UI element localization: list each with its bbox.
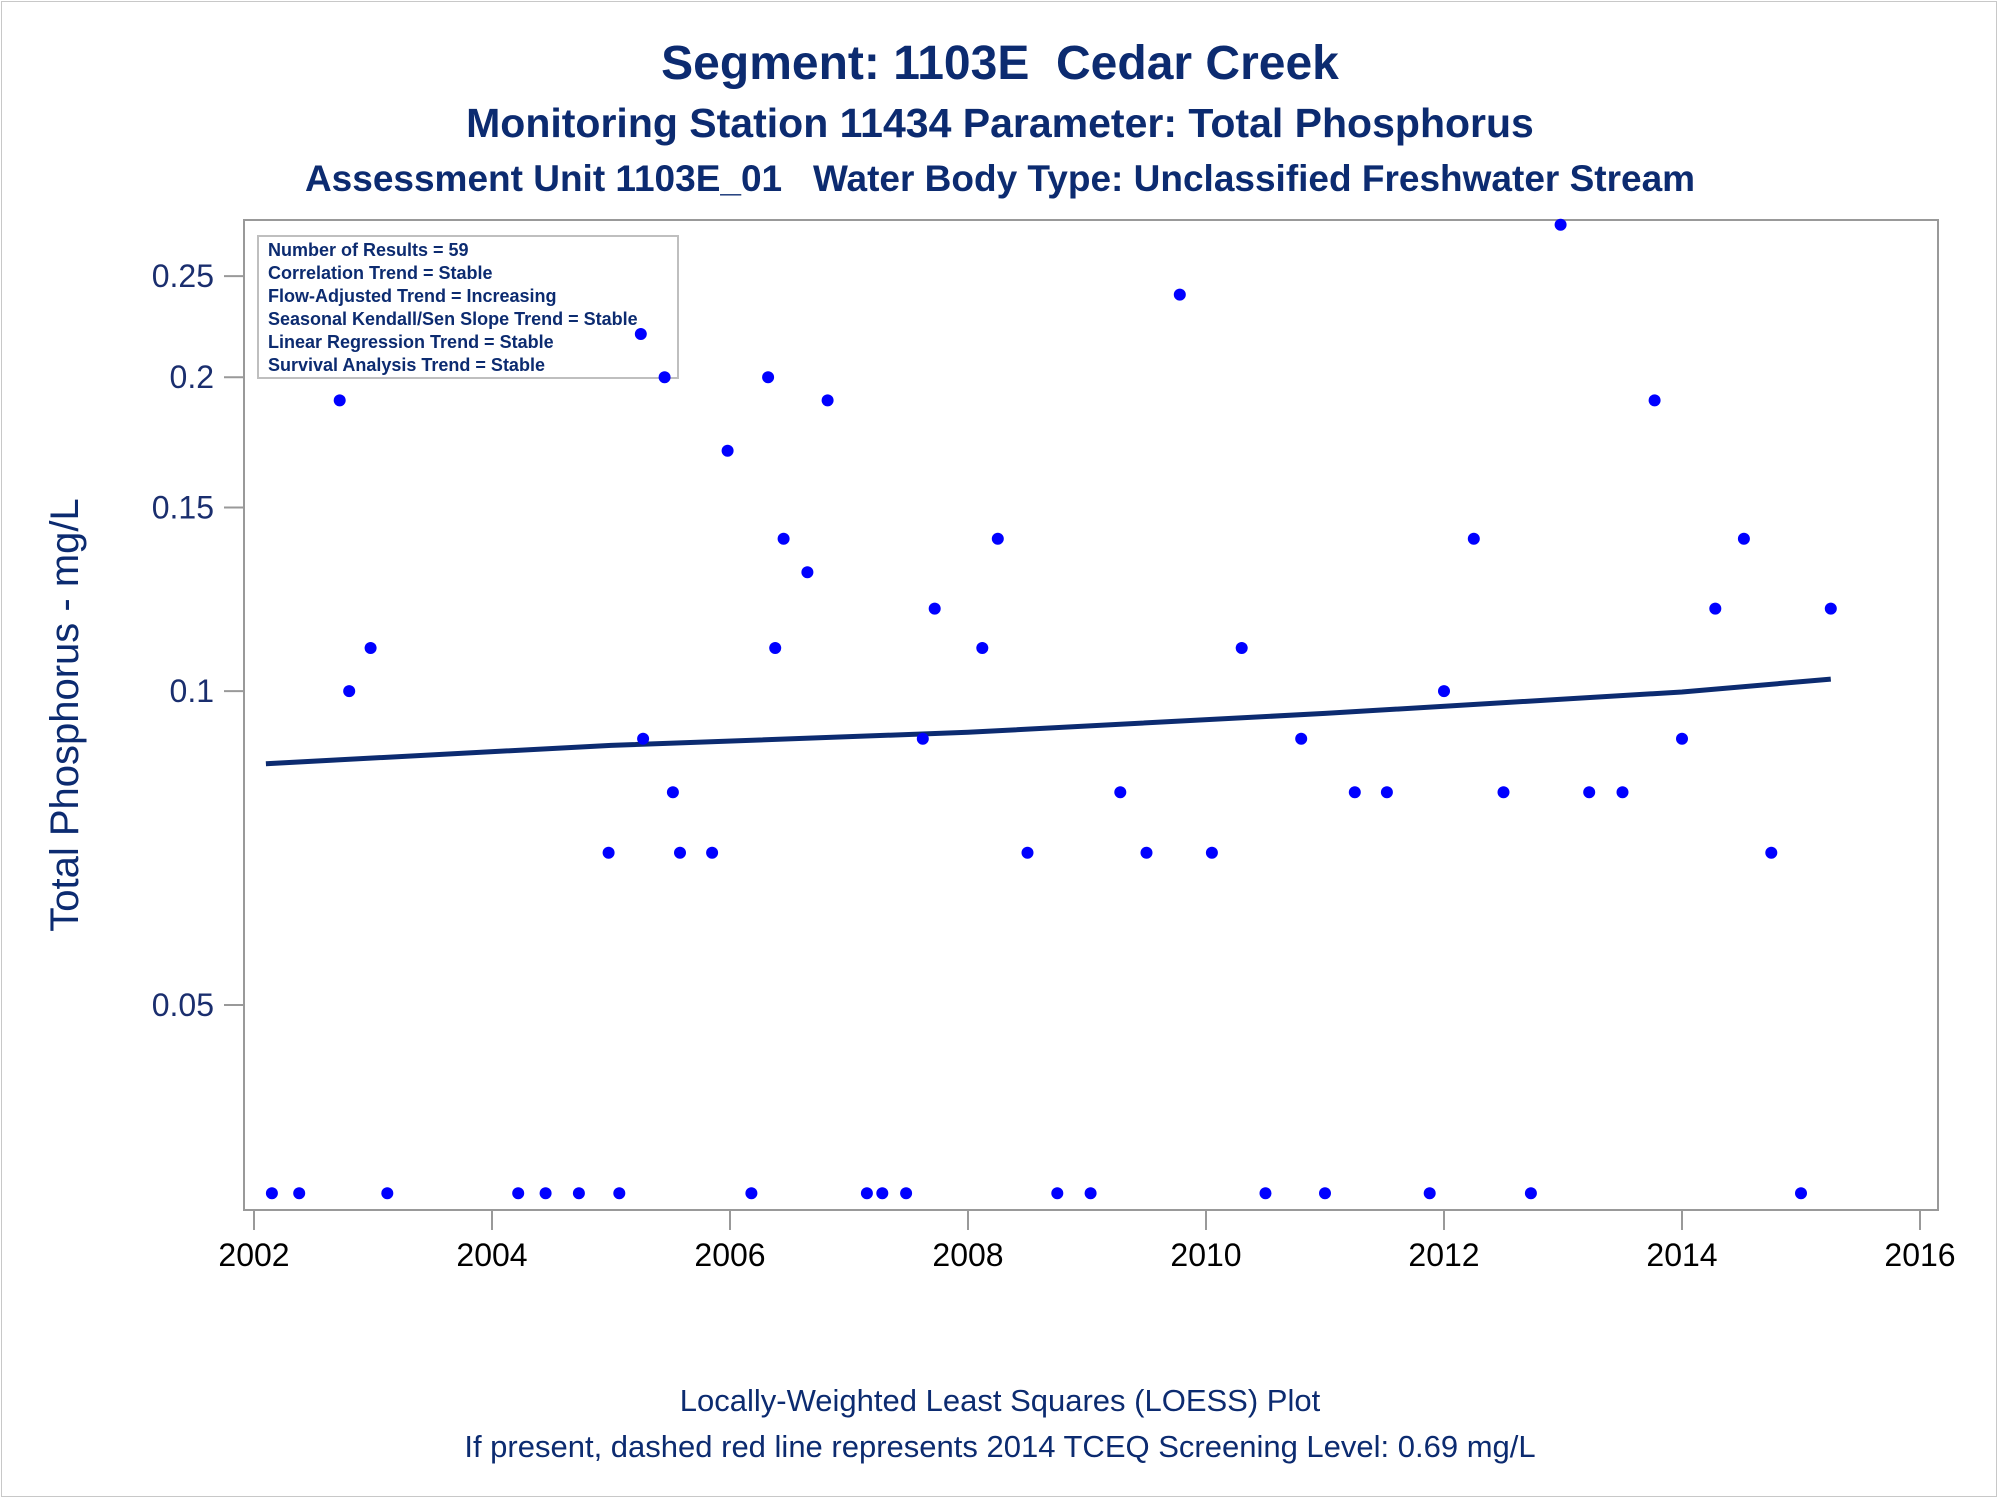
y-tick-label: 0.1 [170, 673, 214, 709]
data-point [293, 1187, 306, 1200]
data-point [602, 846, 615, 859]
y-tick-label: 0.05 [152, 987, 214, 1023]
data-point [1497, 786, 1510, 799]
loess-line [265, 676, 1832, 767]
data-point [1795, 1187, 1807, 1200]
data-point [1295, 732, 1308, 745]
data-point [976, 642, 989, 654]
data-point [1319, 1187, 1331, 1200]
data-point [1140, 846, 1153, 859]
x-tick-label: 2012 [1408, 1237, 1479, 1273]
data-point [1114, 786, 1127, 799]
data-point [364, 642, 377, 654]
chart-subtitle-2: Assessment Unit 1103E_01 Water Body Type… [304, 158, 1696, 199]
data-point [777, 532, 790, 545]
data-point [1084, 1187, 1097, 1200]
data-point [745, 1187, 758, 1200]
data-point [706, 846, 719, 859]
data-point [762, 371, 775, 384]
data-point [1583, 786, 1596, 799]
x-axis: 2002 2004 2006 2008 2010 2012 2014 2016 [218, 1210, 1956, 1273]
data-point [1173, 288, 1186, 301]
data-point [634, 328, 647, 340]
inset-line-seasonal-kendall: Seasonal Kendall/Sen Slope Trend = Stabl… [268, 309, 638, 329]
data-point [1467, 532, 1480, 545]
data-point [769, 642, 782, 654]
footnote-loess: Locally-Weighted Least Squares (LOESS) P… [679, 1383, 1321, 1418]
data-point [860, 1187, 873, 1200]
data-points [265, 218, 1837, 1200]
footnote-screening-level: If present, dashed red line represents 2… [464, 1429, 1536, 1464]
data-point [343, 685, 356, 698]
data-point [572, 1187, 585, 1200]
data-point [1524, 1187, 1537, 1200]
data-point [666, 786, 679, 799]
stats-inset: Number of Results = 59 Correlation Trend… [257, 235, 679, 379]
data-point [1235, 642, 1248, 654]
data-point [928, 602, 941, 615]
data-point [658, 371, 671, 384]
data-point [1051, 1187, 1064, 1200]
data-point [674, 846, 686, 859]
y-axis: 0.05 0.1 0.15 0.2 0.25 [152, 258, 244, 1023]
data-point [381, 1187, 394, 1200]
data-point [613, 1187, 626, 1200]
data-point [1348, 786, 1361, 799]
chart-title: Segment: 1103E Cedar Creek [661, 37, 1339, 90]
data-point [801, 566, 814, 579]
data-point [1737, 532, 1750, 545]
data-point [821, 394, 834, 407]
x-tick-label: 2002 [218, 1237, 289, 1273]
data-point [1259, 1187, 1272, 1200]
x-tick-label: 2006 [694, 1237, 765, 1273]
data-point [265, 1187, 278, 1200]
inset-line-correlation: Correlation Trend = Stable [268, 263, 493, 283]
data-point [333, 394, 346, 407]
inset-line-linear-regression: Linear Regression Trend = Stable [268, 332, 554, 352]
stats-inset-box [257, 235, 679, 379]
data-point [1438, 685, 1450, 698]
inset-line-survival: Survival Analysis Trend = Stable [268, 355, 545, 375]
data-point [991, 532, 1004, 545]
x-tick-label: 2016 [1884, 1237, 1955, 1273]
data-point [916, 732, 929, 745]
x-tick-label: 2004 [456, 1237, 527, 1273]
data-point [1709, 602, 1722, 615]
inset-line-results: Number of Results = 59 [268, 240, 469, 260]
data-point [1380, 786, 1393, 799]
data-point [1423, 1187, 1436, 1200]
data-point [539, 1187, 552, 1200]
data-point [1021, 846, 1034, 859]
inset-line-flow-adjusted: Flow-Adjusted Trend = Increasing [268, 286, 557, 306]
plot-area [243, 219, 1939, 1211]
y-tick-label: 0.2 [170, 359, 214, 395]
x-tick-label: 2008 [932, 1237, 1003, 1273]
chart-subtitle: Monitoring Station 11434 Parameter: Tota… [466, 100, 1534, 146]
data-point [1554, 218, 1567, 231]
data-point [900, 1187, 913, 1200]
data-point [1616, 786, 1629, 799]
y-tick-label: 0.25 [152, 258, 214, 294]
x-tick-label: 2010 [1170, 1237, 1241, 1273]
data-point [1205, 846, 1218, 859]
data-point [876, 1187, 889, 1200]
data-point [1648, 394, 1661, 407]
data-point [1824, 602, 1837, 615]
y-axis-label: Total Phosphorus - mg/L [43, 498, 87, 932]
data-point [637, 732, 650, 745]
y-tick-label: 0.15 [152, 489, 214, 525]
x-tick-label: 2014 [1646, 1237, 1717, 1273]
data-point [1765, 846, 1778, 859]
data-point [1676, 732, 1688, 745]
data-point [512, 1187, 525, 1200]
data-point [721, 444, 734, 457]
